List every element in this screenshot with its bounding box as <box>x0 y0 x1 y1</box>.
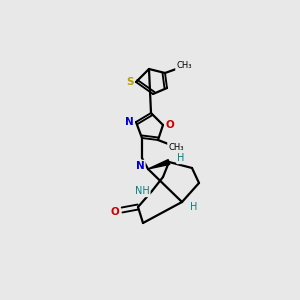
Text: CH₃: CH₃ <box>176 61 192 70</box>
Text: N: N <box>136 161 144 171</box>
Text: H: H <box>177 153 185 163</box>
Text: O: O <box>166 120 174 130</box>
Polygon shape <box>148 160 170 169</box>
Text: N: N <box>124 117 134 127</box>
Text: H: H <box>190 202 198 212</box>
Text: CH₃: CH₃ <box>168 142 184 152</box>
Text: S: S <box>126 77 134 87</box>
Text: O: O <box>111 207 119 217</box>
Text: NH: NH <box>135 186 149 196</box>
